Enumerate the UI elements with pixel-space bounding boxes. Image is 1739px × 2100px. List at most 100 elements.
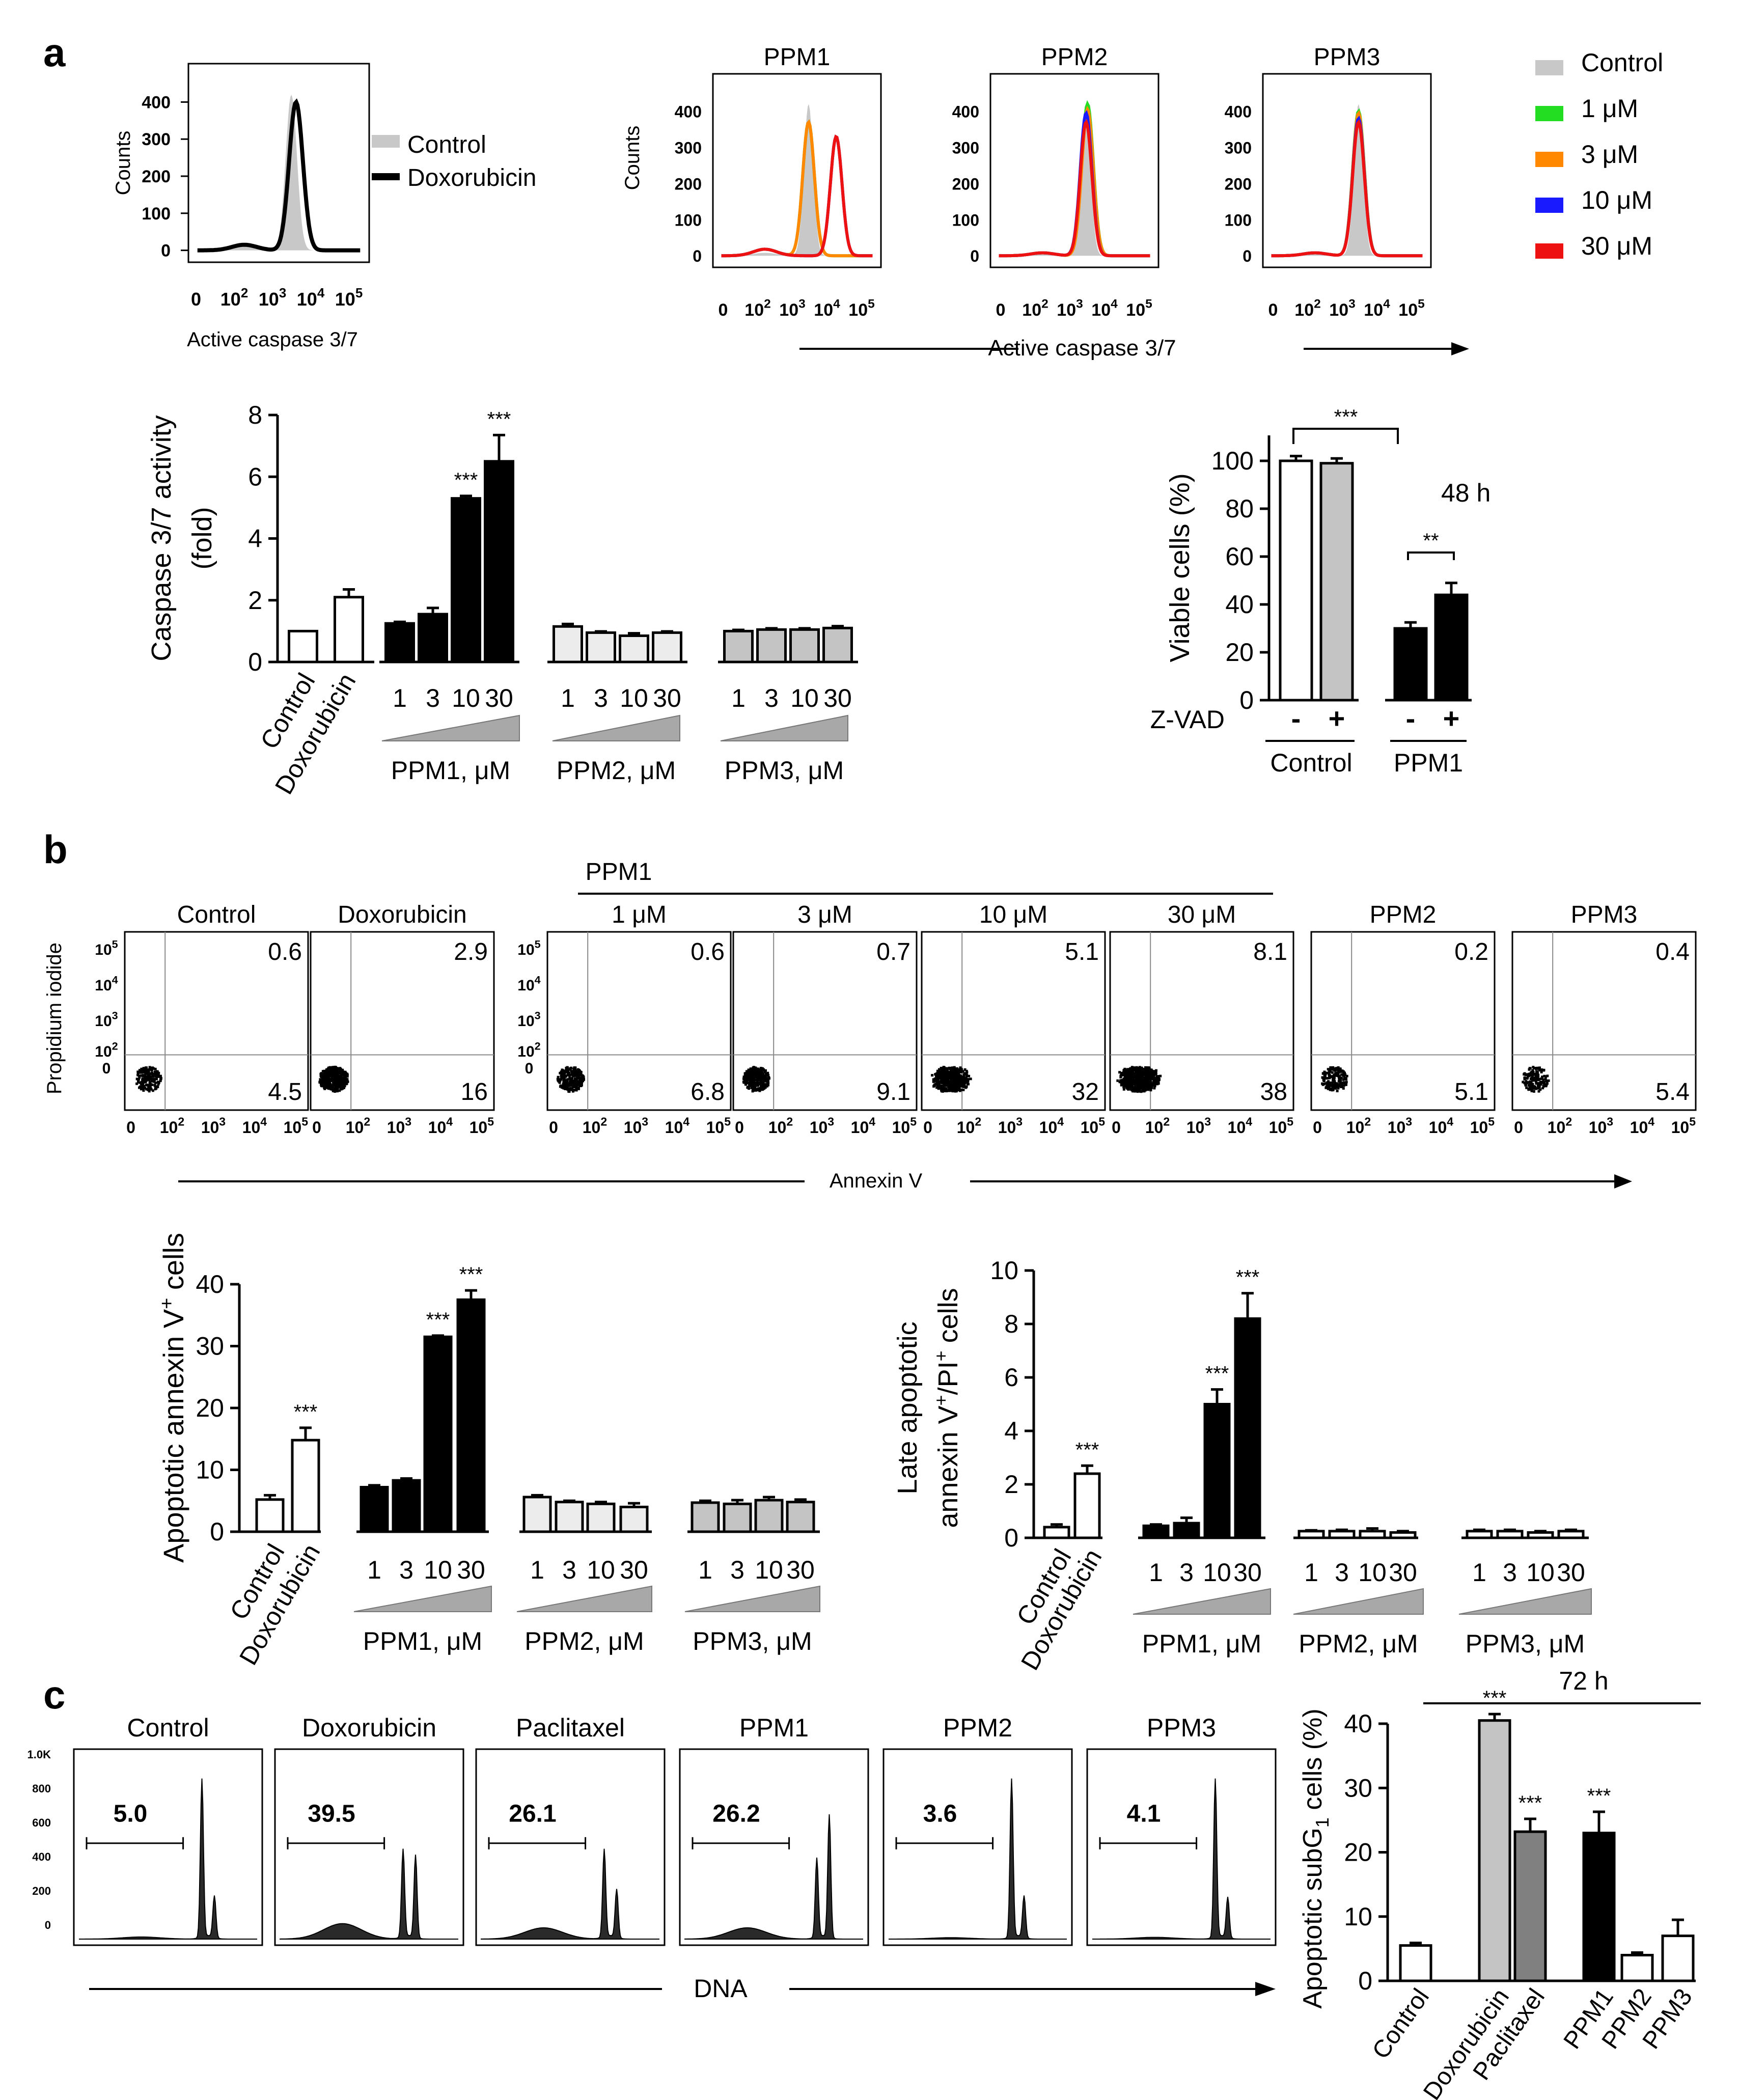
plot-frame (310, 931, 495, 1111)
legend-label: 3 μM (1581, 140, 1638, 169)
tick-label: 103 (1057, 297, 1083, 320)
dose-label: 10 (620, 684, 648, 712)
y-axis-label: Apoptotic subG1 cells (%) (1298, 1708, 1333, 2008)
bar-5 (456, 1298, 486, 1533)
significance-label: *** (454, 469, 478, 491)
y-axis-label: Caspase 3/7 activity (146, 415, 177, 661)
significance-label: *** (1236, 1266, 1260, 1289)
panel-title: PPM3 (1147, 1714, 1216, 1742)
arrow-head (1451, 342, 1469, 355)
category-label: - (1291, 702, 1301, 734)
significance-label: *** (487, 408, 511, 430)
dose-label: 1 (393, 684, 407, 712)
panel-title: PPM2 (1370, 901, 1437, 928)
quadrant-value-lower-right: 5.4 (1655, 1079, 1690, 1106)
y-tick-label: 400 (142, 93, 171, 112)
bar-3 (1173, 1522, 1200, 1539)
tick-label: 104 (297, 286, 325, 310)
y-tick-label: 400 (675, 102, 702, 121)
dose-wedge (684, 1585, 820, 1612)
y-tick-label: 0 (1243, 247, 1252, 265)
panel-title: PPM2 (1041, 44, 1108, 71)
y-tick-label: 20 (1344, 1838, 1372, 1867)
y-tick-label: 30 (196, 1332, 224, 1361)
quadrant-value-upper-right: 0.7 (876, 938, 910, 965)
group-label: PPM1, μM (363, 1627, 482, 1655)
significance-label: *** (1483, 1687, 1507, 1709)
x-tick-label: 103 (201, 1115, 226, 1137)
dose-label: 10 (1203, 1558, 1231, 1587)
x-tick-label: 103 (624, 1115, 648, 1137)
quadrant-value-lower-right: 32 (1072, 1079, 1099, 1106)
y-tick-label: 200 (1225, 175, 1252, 193)
arrow-head (1255, 1982, 1276, 1996)
y-tick-label: 800 (32, 1782, 51, 1795)
histogram-panel (712, 73, 882, 268)
y-tick-label: 300 (142, 130, 171, 149)
group-label: PPM1, μM (1142, 1629, 1261, 1658)
significance-label: *** (1075, 1439, 1099, 1461)
bar-4 (1203, 1403, 1231, 1539)
significance-label: *** (459, 1263, 483, 1286)
bar-9 (652, 631, 682, 664)
group-label: PPM2, μM (525, 1627, 644, 1655)
dna-histogram (280, 1848, 458, 1940)
panel-title: 3 μM (797, 901, 852, 928)
x-tick-label: 0 (1514, 1118, 1523, 1137)
group-label: PPM3, μM (725, 756, 844, 785)
dose-label: 30 (1389, 1558, 1417, 1587)
legend-label: Control (1581, 48, 1663, 77)
y-tick-label: 300 (675, 139, 702, 157)
significance-bracket (1292, 428, 1399, 444)
tick-label: 104 (1091, 297, 1118, 320)
y-tick-label: 600 (32, 1816, 51, 1829)
arrow-head (1614, 1174, 1632, 1189)
dose-wedge (1458, 1588, 1592, 1615)
y-tick-label: 200 (952, 175, 979, 193)
bar-0 (1043, 1526, 1070, 1539)
bar-4 (451, 497, 481, 664)
y-tick-label: 0 (693, 247, 702, 265)
panel-title: PPM2 (943, 1714, 1012, 1742)
plot-frame (124, 931, 309, 1111)
histogram-series-30-μM (721, 134, 873, 258)
x-tick-label: 0 (1112, 1118, 1121, 1137)
bar-2 (1393, 627, 1428, 702)
legend-label: 10 μM (1581, 186, 1652, 214)
bar-9 (619, 1505, 649, 1533)
quadrant-value-lower-right: 9.1 (876, 1079, 910, 1106)
bar-13 (786, 1501, 815, 1533)
bar-4 (1620, 1954, 1654, 1982)
dose-label: 10 (790, 684, 819, 712)
dna-histogram-panel: PPM1 26.2 (679, 1714, 869, 1946)
dna-histogram-panel: Control 5.0 (73, 1714, 263, 1946)
y-tick-label: 0 (45, 1919, 51, 1931)
bar-8 (586, 1502, 616, 1533)
dna-histogram-panel: Paclitaxel 26.1 (475, 1714, 666, 1946)
y-axis-label: Counts (112, 131, 134, 196)
y-tick-label: 100 (1225, 211, 1252, 229)
subg1-value: 26.1 (509, 1800, 556, 1827)
y-axis-label: Viable cells (%) (1165, 473, 1195, 662)
dose-label: 10 (452, 684, 480, 712)
bar-3 (1434, 593, 1469, 702)
dose-label: 1 (698, 1556, 712, 1584)
y-tick-label: 200 (142, 167, 171, 186)
y-tick-label: 4 (1004, 1417, 1018, 1445)
dose-label: 3 (594, 684, 608, 712)
x-tick-label: 0 (1313, 1118, 1322, 1137)
y-tick-label: 400 (1225, 102, 1252, 121)
subg1-value: 26.2 (712, 1800, 760, 1827)
x-tick-label: 104 (1630, 1115, 1655, 1137)
x-tick-label: 102 (346, 1115, 370, 1137)
bar-2 (1513, 1830, 1547, 1982)
x-tick-label: 0 (312, 1118, 321, 1137)
group-label: PPM3, μM (693, 1627, 812, 1655)
plot-frame (921, 931, 1106, 1111)
x-tick-label: 104 (1429, 1115, 1454, 1137)
histogram-panel (1262, 73, 1432, 268)
y-tick-label: 1.0K (27, 1748, 51, 1761)
bar-1 (291, 1439, 320, 1533)
